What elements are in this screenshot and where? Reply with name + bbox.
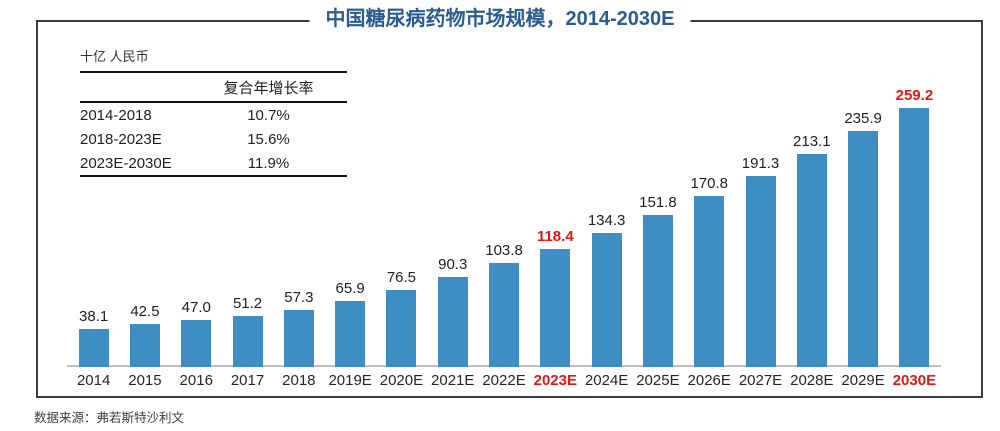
bar-column: 47.0 xyxy=(171,77,222,367)
bar-value-label: 57.3 xyxy=(284,289,314,306)
x-axis-label: 2016 xyxy=(179,372,213,389)
bar-value-label: 76.5 xyxy=(386,269,417,286)
bar xyxy=(129,324,160,367)
bar-column: 57.3 xyxy=(273,77,324,367)
bar-column: 151.8 xyxy=(632,77,683,367)
bar xyxy=(745,176,776,367)
cagr-table-row: 2014-2018 10.7% xyxy=(80,103,347,127)
bar xyxy=(78,329,109,367)
bar xyxy=(591,233,622,367)
bar-value-label: 103.8 xyxy=(485,242,523,259)
x-axis-label: 2014 xyxy=(76,372,111,389)
cagr-table-row: 2023E-2030E 11.9% xyxy=(80,151,347,175)
x-axis-label: 2026E xyxy=(687,372,731,389)
cagr-table: 复合年增长率 2014-2018 10.7% 2018-2023E 15.6% 2023… xyxy=(80,71,347,177)
bar xyxy=(848,131,879,367)
cagr-table-row: 2018-2023E 15.6% xyxy=(80,127,347,151)
cagr-period: 2018-2023E xyxy=(80,130,162,148)
bar xyxy=(232,316,263,367)
x-axis-label: 2024E xyxy=(584,372,629,389)
bar-column: 38.1 xyxy=(68,77,119,367)
bar xyxy=(335,301,366,367)
bar-value-label: 90.3 xyxy=(438,256,468,273)
x-axis-label: 2017 xyxy=(230,372,265,389)
cagr-period: 2014-2018 xyxy=(80,106,152,124)
x-axis-label: 2020E xyxy=(379,372,424,389)
cagr-value: 15.6% xyxy=(247,130,290,148)
x-axis-label: 2027E xyxy=(738,372,783,389)
bar xyxy=(899,108,930,367)
x-axis-label: 2028E xyxy=(790,372,834,389)
cagr-header-label: 复合年增长率 xyxy=(223,79,314,97)
cagr-value: 11.9% xyxy=(247,154,290,172)
x-axis-label: 2025E xyxy=(636,372,680,389)
cagr-value: 10.7% xyxy=(247,106,290,124)
bar-column: 65.9 xyxy=(324,77,375,367)
cagr-period: 2023E-2030E xyxy=(80,154,172,172)
bar-value-label: 134.3 xyxy=(587,212,626,229)
bar-column: 170.8 xyxy=(684,77,735,367)
bar-value-label: 235.9 xyxy=(844,110,882,127)
bar-column: 213.1 xyxy=(786,77,837,367)
bar xyxy=(642,215,673,367)
bar xyxy=(437,277,468,367)
bar-value-label: 191.3 xyxy=(741,155,780,172)
x-axis-label: 2019E xyxy=(328,372,372,389)
x-axis-label: 2018 xyxy=(282,372,316,389)
bar xyxy=(283,310,314,367)
cagr-table-header-row: 复合年增长率 xyxy=(80,73,347,103)
chart-title: 中国糖尿病药物市场规模，2014-2030E xyxy=(309,6,691,32)
bar-column: 42.5 xyxy=(119,77,170,367)
bar-value-label: 213.1 xyxy=(793,133,831,150)
x-axis-label: 2030E xyxy=(892,372,937,389)
x-axis-label: 2022E xyxy=(482,372,526,389)
bar xyxy=(489,263,520,367)
bar-value-label: 51.2 xyxy=(232,295,263,312)
source-note: 数据来源：弗若斯特沙利文 xyxy=(34,411,185,425)
bar-column: 191.3 xyxy=(735,77,786,367)
bar-value-label: 118.4 xyxy=(536,228,574,245)
cagr-table-body: 2014-2018 10.7% 2018-2023E 15.6% 2023E-2030E… xyxy=(80,103,347,175)
x-axis-label: 2021E xyxy=(431,372,475,389)
bar-value-label: 259.2 xyxy=(895,87,934,104)
bar-value-label: 65.9 xyxy=(335,280,365,297)
bar-chart-plot-area: 38.1 42.5 47.0 51.2 57.3 65.9 76.5 90.3 103.8 118… xyxy=(68,77,940,367)
bar-column: 259.2 xyxy=(889,77,940,367)
bar-column: 235.9 xyxy=(837,77,888,367)
bar xyxy=(540,249,571,367)
bar xyxy=(694,196,725,367)
bar-column: 76.5 xyxy=(376,77,427,367)
bar-column: 51.2 xyxy=(222,77,273,367)
x-axis-labels-row: 2014 2015 2016 2017 2018 2019E 2020E 2021E 2022E… xyxy=(68,372,940,389)
bar xyxy=(181,320,212,367)
unit-label: 十亿 人民币 xyxy=(80,49,149,64)
bar-column: 90.3 xyxy=(427,77,478,367)
bar-value-label: 47.0 xyxy=(181,299,211,316)
bar-value-label: 38.1 xyxy=(79,308,109,325)
bar-value-label: 42.5 xyxy=(130,303,160,320)
bar xyxy=(796,154,827,367)
bar-column: 118.4 xyxy=(530,77,581,367)
bar xyxy=(386,290,417,367)
bar-value-label: 151.8 xyxy=(639,194,677,211)
x-axis-label: 2015 xyxy=(128,372,162,389)
bar-value-label: 170.8 xyxy=(690,175,728,192)
bar-column: 103.8 xyxy=(478,77,529,367)
x-axis-label: 2023E xyxy=(533,372,577,389)
bar-column: 134.3 xyxy=(581,77,632,367)
x-axis-label: 2029E xyxy=(841,372,885,389)
